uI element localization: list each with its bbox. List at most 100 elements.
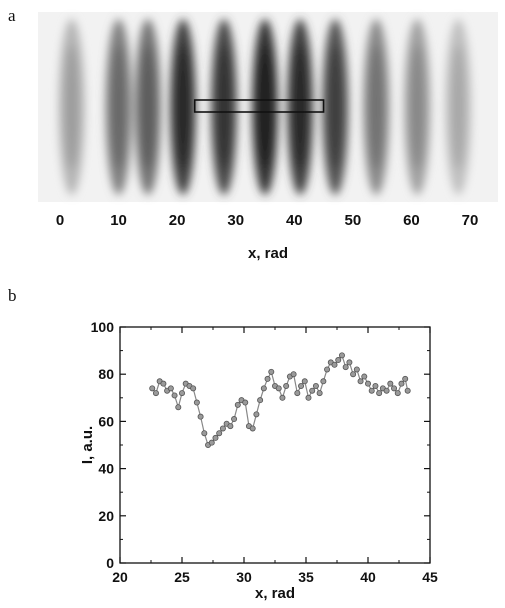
fringe-band-core bbox=[140, 45, 155, 169]
fringe-band-core bbox=[369, 45, 384, 169]
fringe-band-core bbox=[258, 45, 272, 169]
data-point bbox=[197, 413, 204, 420]
fringe-x-tick-label: 40 bbox=[286, 212, 303, 229]
profile-x-tick-label: 20 bbox=[112, 569, 128, 585]
data-point bbox=[312, 382, 319, 389]
data-point bbox=[372, 382, 379, 389]
fringe-band-core bbox=[176, 45, 190, 169]
data-point bbox=[331, 361, 338, 368]
data-point bbox=[264, 375, 271, 382]
profile-x-tick-label: 45 bbox=[422, 569, 438, 585]
selection-box bbox=[193, 99, 325, 113]
fringe-x-tick-label: 10 bbox=[110, 212, 127, 229]
profile-x-tick-label: 35 bbox=[298, 569, 314, 585]
profile-data-points bbox=[149, 352, 411, 448]
data-point bbox=[361, 373, 368, 380]
profile-y-axis-title: I, a.u. bbox=[79, 426, 96, 464]
data-point bbox=[387, 380, 394, 387]
data-point bbox=[376, 390, 383, 397]
fringe-band-core bbox=[111, 45, 126, 169]
data-point bbox=[178, 390, 185, 397]
fringe-band-core bbox=[328, 45, 343, 169]
data-point bbox=[175, 404, 182, 411]
panel-a-label: a bbox=[8, 6, 16, 25]
data-point bbox=[324, 366, 331, 373]
data-point bbox=[404, 387, 411, 394]
fringe-band-group bbox=[58, 19, 472, 195]
panel-b-label: b bbox=[8, 286, 17, 305]
data-point bbox=[309, 387, 316, 394]
profile-y-tick-label: 60 bbox=[98, 413, 114, 429]
data-point bbox=[402, 375, 409, 382]
profile-y-tick-label: 40 bbox=[98, 461, 114, 477]
profile-x-axis-title: x, rad bbox=[255, 585, 295, 602]
data-point bbox=[193, 399, 200, 406]
fringe-x-axis-title: x, rad bbox=[248, 245, 288, 262]
data-point bbox=[201, 430, 208, 437]
data-point bbox=[335, 357, 342, 364]
data-point bbox=[253, 411, 260, 418]
data-point bbox=[391, 385, 398, 392]
data-point bbox=[357, 378, 364, 385]
data-point bbox=[219, 425, 226, 432]
data-point bbox=[279, 394, 286, 401]
data-point bbox=[353, 366, 360, 373]
fringe-band-core bbox=[217, 45, 231, 169]
profile-axis-ticks bbox=[119, 326, 431, 564]
data-point bbox=[160, 380, 167, 387]
fringe-band-core bbox=[451, 45, 466, 169]
data-point bbox=[398, 380, 405, 387]
data-point bbox=[305, 394, 312, 401]
data-point bbox=[294, 390, 301, 397]
data-point bbox=[190, 385, 197, 392]
fringe-x-tick-label: 60 bbox=[403, 212, 420, 229]
data-point bbox=[346, 359, 353, 366]
profile-y-tick-labels: 0 20 40 60 80 100 bbox=[91, 319, 115, 571]
data-point bbox=[260, 385, 267, 392]
data-point bbox=[394, 390, 401, 397]
fringe-x-tick-label: 20 bbox=[169, 212, 186, 229]
data-point bbox=[231, 416, 238, 423]
profile-y-tick-label: 80 bbox=[98, 366, 114, 382]
fringe-band-core bbox=[410, 45, 425, 169]
data-point bbox=[275, 385, 282, 392]
profile-x-tick-label: 40 bbox=[360, 569, 376, 585]
data-point bbox=[152, 390, 159, 397]
fringe-band-core bbox=[64, 45, 79, 169]
data-point bbox=[242, 399, 249, 406]
data-point bbox=[338, 352, 345, 359]
profile-y-tick-label: 20 bbox=[98, 508, 114, 524]
fringe-x-tick-label: 50 bbox=[345, 212, 362, 229]
data-point bbox=[208, 439, 215, 446]
fringe-x-tick-label: 30 bbox=[227, 212, 244, 229]
data-point bbox=[301, 378, 308, 385]
data-point bbox=[316, 390, 323, 397]
fringe-band-core bbox=[293, 45, 308, 169]
data-point bbox=[171, 392, 178, 399]
profile-x-tick-labels: 20 25 30 35 40 45 bbox=[112, 569, 438, 585]
data-point bbox=[364, 380, 371, 387]
profile-y-tick-label: 100 bbox=[91, 319, 115, 335]
data-point bbox=[268, 368, 275, 375]
data-point bbox=[290, 371, 297, 378]
profile-y-tick-label: 0 bbox=[106, 555, 114, 571]
data-point bbox=[216, 430, 223, 437]
data-point bbox=[350, 371, 357, 378]
data-point bbox=[167, 385, 174, 392]
profile-x-tick-label: 25 bbox=[174, 569, 190, 585]
data-point bbox=[342, 364, 349, 371]
fringe-pattern-chart: 0 10 20 30 40 50 60 70 x, rad bbox=[38, 12, 498, 262]
data-point bbox=[249, 425, 256, 432]
data-point bbox=[298, 382, 305, 389]
fringe-x-tick-label: 70 bbox=[462, 212, 479, 229]
data-point bbox=[320, 378, 327, 385]
data-point bbox=[149, 385, 156, 392]
data-point bbox=[283, 382, 290, 389]
plot-frame bbox=[119, 326, 431, 564]
fringe-x-tick-labels: 0 10 20 30 40 50 60 70 bbox=[56, 212, 479, 229]
data-point bbox=[383, 387, 390, 394]
data-point bbox=[227, 423, 234, 430]
data-point bbox=[212, 434, 219, 441]
data-point bbox=[257, 397, 264, 404]
